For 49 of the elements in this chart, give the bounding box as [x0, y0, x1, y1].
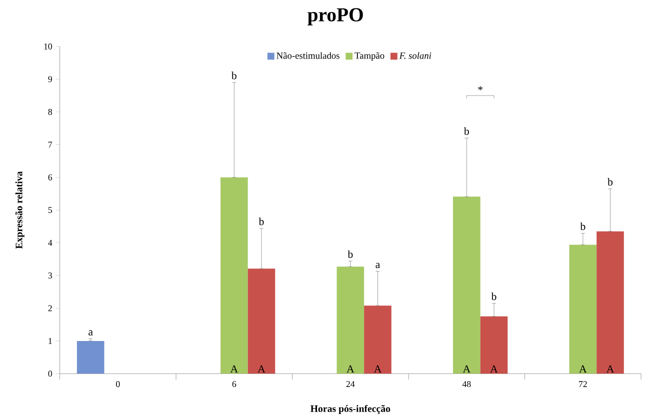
annotation: a	[376, 262, 380, 268]
x-axis-title: Horas pós-infecção	[310, 404, 390, 414]
y-tick-label: 8	[48, 108, 52, 115]
x-tick-label: 24	[346, 381, 355, 387]
x-tick-label: 0	[116, 381, 120, 388]
legend-label: F. solani	[399, 52, 432, 59]
annotation: b	[348, 250, 353, 258]
bar	[480, 316, 508, 374]
y-tick-label: 9	[48, 76, 52, 82]
x-tick-label: 48	[462, 381, 471, 388]
annotation: A	[490, 365, 498, 372]
bar	[596, 231, 624, 374]
annotation: A	[462, 365, 470, 372]
legend-label: Não-estimulados	[276, 52, 340, 59]
annotation: b	[258, 218, 264, 226]
y-tick-label: 0	[48, 370, 52, 377]
annotation: A	[346, 365, 354, 372]
bar	[76, 340, 104, 374]
annotation: b	[580, 222, 586, 230]
legend-label: Tampão	[354, 52, 384, 61]
annotation: b	[231, 72, 236, 80]
y-tick-label: 5	[48, 207, 52, 213]
annotation: A	[374, 365, 382, 372]
annotation: b	[608, 178, 613, 186]
annotation: b	[491, 292, 496, 300]
annotation: A	[258, 365, 266, 372]
y-tick-label: 2	[48, 305, 52, 312]
y-tick-label: 3	[48, 272, 52, 278]
bar	[453, 196, 480, 374]
annotation: A	[579, 365, 587, 372]
bar	[569, 244, 597, 374]
chart-title: proPO	[308, 8, 363, 26]
y-axis-title: Expressão relativa	[15, 171, 24, 249]
annotation: b	[464, 127, 469, 135]
annotation: A	[230, 365, 238, 372]
annotation: *	[478, 86, 483, 90]
bar	[248, 268, 276, 374]
y-tick-label: 7	[48, 142, 52, 148]
y-tick-label: 10	[44, 43, 52, 50]
bar	[364, 306, 392, 374]
y-tick-label: 1	[48, 338, 52, 344]
annotation: a	[88, 330, 93, 336]
y-tick-label: 6	[48, 174, 52, 180]
bar	[220, 177, 248, 374]
y-tick-label: 4	[48, 240, 52, 246]
x-tick-label: 6	[232, 381, 236, 387]
x-tick-label: 72	[579, 381, 587, 387]
bar	[336, 266, 364, 374]
annotation: A	[606, 365, 614, 372]
